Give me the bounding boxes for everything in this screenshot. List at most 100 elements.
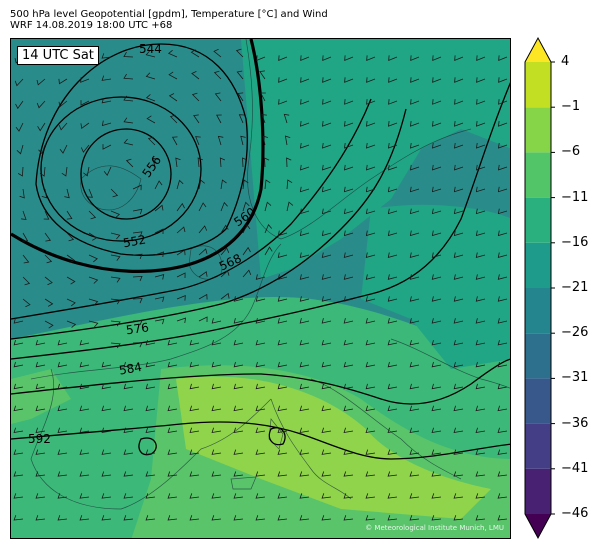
wind-barb bbox=[321, 274, 332, 280]
wind-barb bbox=[432, 121, 442, 127]
wind-barb bbox=[255, 274, 266, 280]
wind-barb bbox=[101, 75, 112, 81]
wind-barb bbox=[13, 383, 24, 390]
wind-barb bbox=[454, 99, 464, 105]
wind-barb bbox=[256, 55, 266, 62]
wind-barb bbox=[498, 77, 508, 83]
wind-barb bbox=[176, 179, 184, 190]
map-canvas: 544 556 552 560 568 576 584 592 bbox=[11, 39, 510, 538]
wind-barb bbox=[321, 515, 332, 521]
colorbar-tick-label: −46 bbox=[561, 506, 589, 521]
wind-barb bbox=[475, 361, 486, 368]
wind-barb bbox=[387, 252, 398, 258]
wind-barb bbox=[87, 188, 94, 198]
wind-barb bbox=[277, 318, 288, 324]
wind-barb bbox=[409, 405, 420, 412]
wind-barb bbox=[79, 471, 90, 477]
wind-barb bbox=[154, 251, 164, 257]
colorbar-tick-label: −11 bbox=[561, 189, 589, 205]
wind-barb bbox=[409, 274, 420, 280]
wind-barb bbox=[409, 493, 420, 499]
wind-barb bbox=[343, 274, 354, 280]
wind-barb bbox=[79, 427, 90, 434]
wind-barb bbox=[299, 296, 310, 302]
wind-barb bbox=[432, 164, 442, 171]
wind-barb bbox=[214, 92, 222, 102]
wind-barb bbox=[167, 383, 178, 390]
wind-barb bbox=[242, 269, 252, 278]
wind-barb bbox=[13, 339, 24, 346]
wind-barb bbox=[167, 339, 178, 346]
colorbar-segment bbox=[525, 107, 551, 153]
wind-barb bbox=[432, 99, 442, 105]
wind-barb bbox=[344, 142, 354, 149]
wind-barb bbox=[365, 274, 376, 280]
wind-barb bbox=[35, 361, 46, 368]
wind-barb bbox=[132, 342, 143, 348]
wind-barb bbox=[321, 318, 332, 324]
wind-barb bbox=[123, 383, 134, 390]
wind-barb bbox=[57, 339, 68, 346]
wind-barb bbox=[343, 493, 354, 499]
wind-barb bbox=[123, 471, 134, 477]
wind-barb bbox=[431, 230, 442, 237]
wind-barb bbox=[198, 179, 205, 190]
wind-barb bbox=[220, 292, 230, 300]
wind-barb bbox=[277, 493, 288, 499]
wind-barb bbox=[211, 471, 222, 477]
wind-barb bbox=[387, 427, 398, 434]
wind-barb bbox=[431, 296, 442, 302]
wind-barb bbox=[321, 405, 332, 412]
wind-barb bbox=[453, 339, 464, 346]
wind-barb bbox=[255, 339, 266, 346]
geopotential-contours bbox=[11, 39, 510, 460]
wind-barb bbox=[57, 515, 68, 521]
wind-barb bbox=[101, 427, 112, 434]
wind-barb bbox=[365, 471, 376, 477]
wind-barb bbox=[321, 230, 332, 237]
wind-barb bbox=[343, 383, 354, 390]
copyright-notice: © Meteorological Institute Munich, LMU bbox=[365, 524, 504, 532]
contour-label-576: 576 bbox=[125, 320, 150, 337]
temp-fill-cool-east bbox=[361, 204, 510, 369]
wind-barb bbox=[388, 121, 398, 127]
wind-barb bbox=[409, 318, 420, 324]
wind-barb bbox=[498, 142, 508, 149]
wind-barb bbox=[176, 249, 186, 256]
wind-barb bbox=[57, 427, 68, 434]
wind-barb bbox=[145, 94, 156, 102]
wind-barb bbox=[66, 298, 76, 307]
wind-barb bbox=[387, 296, 398, 302]
wind-barb bbox=[497, 361, 508, 368]
wind-barb bbox=[88, 254, 98, 263]
wind-barb bbox=[453, 208, 464, 215]
wind-barb bbox=[220, 247, 230, 256]
coastlines bbox=[30, 39, 510, 510]
wind-barb bbox=[17, 166, 24, 177]
wind-barb bbox=[388, 142, 398, 149]
wind-barb bbox=[66, 254, 76, 263]
wind-barb bbox=[409, 515, 420, 521]
wind-barb bbox=[365, 318, 376, 324]
wind-barb bbox=[409, 252, 420, 258]
wind-barb bbox=[365, 252, 376, 258]
wind-barb bbox=[167, 471, 178, 477]
wind-barb bbox=[171, 136, 178, 146]
colorbar-tick-label: −36 bbox=[561, 415, 589, 431]
wind-barb bbox=[283, 113, 290, 124]
wind-barb bbox=[220, 201, 228, 212]
wind-barb bbox=[175, 157, 181, 168]
colorbar-tick-label: −26 bbox=[561, 325, 589, 341]
wind-barb bbox=[453, 427, 464, 434]
wind-barb bbox=[365, 383, 376, 390]
wind-barb bbox=[475, 405, 486, 412]
wind-barb bbox=[110, 298, 121, 305]
wind-barb bbox=[366, 55, 376, 62]
wind-barb bbox=[498, 121, 508, 127]
wind-barb bbox=[255, 471, 266, 477]
wind-barb bbox=[286, 157, 292, 168]
wind-barb bbox=[102, 144, 112, 150]
wind-barb bbox=[475, 515, 486, 521]
wind-barb bbox=[233, 296, 244, 302]
wind-barb bbox=[242, 179, 249, 190]
